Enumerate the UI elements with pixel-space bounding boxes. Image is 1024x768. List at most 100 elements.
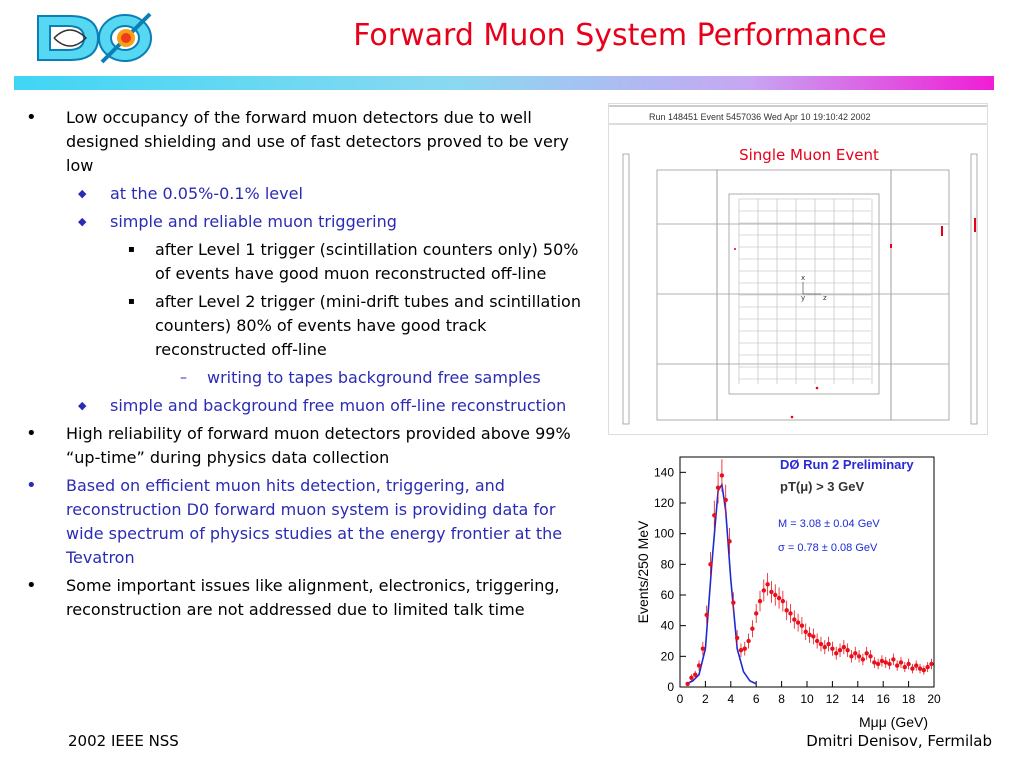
data-point (750, 626, 755, 631)
y-tick-label: 20 (661, 649, 675, 663)
bullet-item-level1: • Some important issues like alignment, e… (20, 574, 585, 622)
data-point (879, 658, 885, 664)
page-title: Forward Muon System Performance (353, 18, 887, 53)
data-point (849, 654, 854, 659)
data-point (807, 632, 812, 638)
axis-x-label: x (801, 274, 805, 282)
data-point (795, 620, 801, 625)
bullet-text: Some important issues like alignment, el… (66, 576, 560, 619)
data-point (818, 641, 824, 647)
bullet-text: Based on efficient muon hits detection, … (66, 476, 563, 567)
bullet-marker: ▪ (128, 244, 135, 255)
bullet-marker: ▪ (128, 296, 135, 307)
data-point (910, 666, 915, 671)
data-point (921, 667, 927, 673)
bullet-text: Low occupancy of the forward muon detect… (66, 108, 569, 175)
muon-hits (734, 218, 976, 419)
y-tick-label: 40 (661, 619, 675, 633)
data-point (719, 473, 725, 478)
dimuon-mass-chart: 0 2 4 6 8 10 12 14 16 18 20 0 20 40 60 80 100 120 140 Mμμ (… (632, 443, 942, 733)
data-point (894, 663, 900, 668)
data-point (788, 611, 793, 616)
data-point (898, 660, 904, 665)
data-point (784, 608, 789, 613)
data-point (708, 562, 713, 567)
y-tick-label: 80 (661, 557, 675, 571)
bullet-marker: – (180, 370, 187, 386)
x-tick-label: 18 (902, 692, 916, 706)
data-point (864, 651, 869, 656)
data-point (891, 657, 896, 662)
bullet-item-level4: – writing to tapes background free sample… (20, 366, 585, 390)
detector-outline (622, 153, 978, 425)
bullet-text: writing to tapes background free samples (207, 368, 541, 387)
data-point (715, 485, 721, 490)
data-point (826, 641, 831, 647)
data-point (841, 644, 847, 650)
data-point (799, 623, 805, 628)
data-point (773, 592, 778, 598)
data-point (906, 661, 911, 667)
bullet-item-level1: • Based on efficient muon hits detection,… (20, 474, 585, 570)
bullet-marker: • (26, 575, 37, 596)
data-point (929, 661, 934, 667)
data-point (853, 651, 858, 656)
data-point (834, 651, 839, 656)
chart-title: DØ Run 2 Preliminary (780, 457, 914, 472)
data-point (738, 648, 744, 653)
bullet-text: at the 0.05%-0.1% level (110, 184, 303, 203)
bullet-item-level2: ◆ simple and background free muon off-lin… (20, 394, 585, 418)
bullet-marker: • (26, 107, 37, 128)
data-point (704, 612, 709, 618)
footer-author: Dmitri Denisov, Fermilab (806, 732, 992, 750)
data-point (734, 635, 740, 641)
data-point (700, 646, 706, 651)
data-point (757, 598, 763, 604)
x-tick-label: 0 (677, 692, 684, 706)
bullet-item-level1: • High reliability of forward muon detect… (20, 422, 585, 470)
data-point (887, 661, 892, 667)
data-point (746, 638, 751, 644)
event-display: Run 148451 Event 5457036 Wed Apr 10 19:1… (608, 103, 988, 435)
footer-conference: 2002 IEEE NSS (68, 732, 179, 750)
x-tick-label: 16 (877, 692, 891, 706)
chart-subtitle: pT(μ) > 3 GeV (780, 479, 864, 494)
x-tick-label: 6 (753, 692, 760, 706)
data-point (780, 598, 786, 604)
data-point (731, 600, 736, 605)
bullet-marker: ◆ (78, 399, 87, 412)
data-point (685, 681, 690, 687)
y-tick-label: 140 (654, 465, 674, 479)
data-point (856, 654, 862, 659)
data-point (769, 589, 774, 595)
event-caption: Single Muon Event (739, 146, 879, 164)
x-tick-label: 8 (778, 692, 785, 706)
x-tick-label: 14 (851, 692, 865, 706)
bullet-text: High reliability of forward muon detecto… (66, 424, 571, 467)
data-point (837, 648, 843, 653)
data-point (814, 638, 820, 644)
y-axis-label: Events/250 MeV (635, 520, 651, 623)
data-point (875, 661, 881, 667)
x-tick-label: 20 (927, 692, 941, 706)
bullet-list: • Low occupancy of the forward muon detec… (20, 106, 585, 626)
bullet-text: after Level 2 trigger (mini-drift tubes … (155, 292, 581, 359)
data-point (914, 663, 919, 668)
event-display-graphic: Run 148451 Event 5457036 Wed Apr 10 19:1… (609, 105, 987, 425)
bullet-item-level2: ◆ simple and reliable muon triggering (20, 210, 585, 234)
bullet-marker: ◆ (78, 215, 87, 228)
plot-frame (679, 456, 935, 688)
data-point (868, 654, 873, 659)
bullet-marker: ◆ (78, 187, 87, 200)
bullet-text: simple and reliable muon triggering (110, 212, 397, 231)
data-point (693, 672, 698, 677)
data-point (822, 644, 827, 650)
fit-annotation: M = 3.08 ± 0.04 GeV (778, 518, 880, 530)
data-point (761, 588, 767, 593)
data-point (830, 646, 835, 651)
data-point (792, 617, 797, 622)
data-point (872, 660, 877, 665)
data-point (883, 660, 888, 665)
event-header: Run 148451 Event 5457036 Wed Apr 10 19:1… (649, 112, 871, 122)
d0-logo (30, 8, 155, 66)
